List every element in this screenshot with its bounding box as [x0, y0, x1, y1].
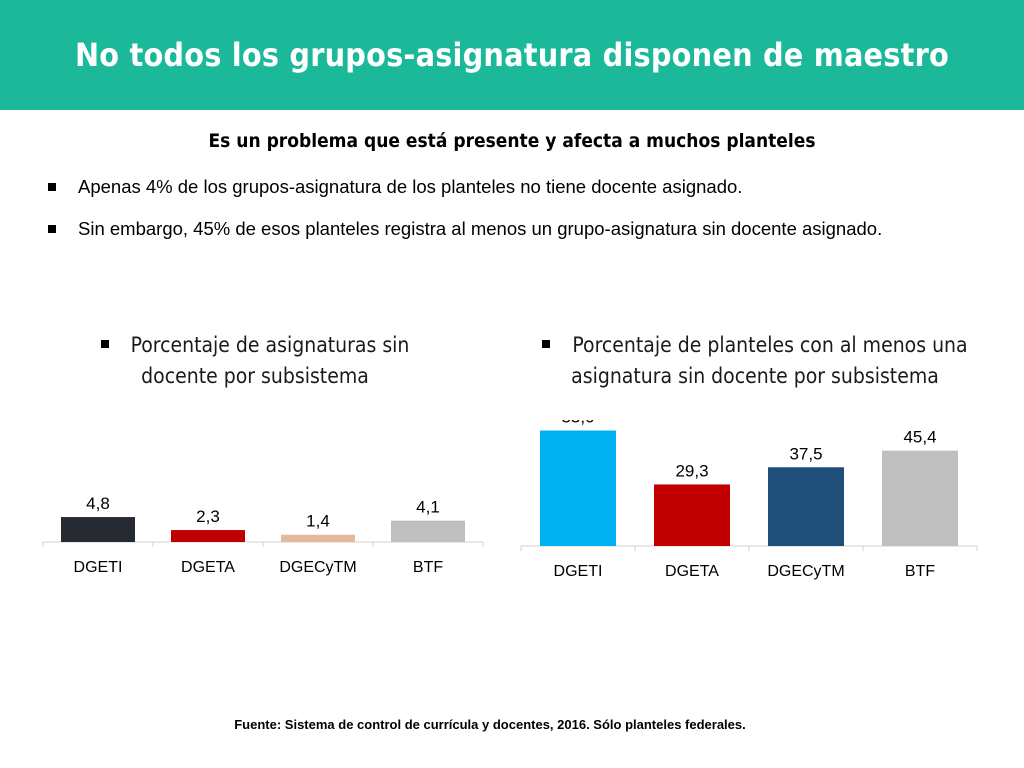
- data-label: 45,4: [903, 428, 936, 447]
- data-label: 4,8: [86, 494, 110, 513]
- category-label: BTF: [905, 563, 935, 580]
- category-label: BTF: [413, 559, 443, 576]
- category-label: DGETA: [181, 559, 235, 576]
- chart-title-text: Porcentaje de asignaturas sin docente po…: [130, 333, 410, 388]
- bar: [882, 450, 958, 546]
- chart-asignaturas: 4,8 DGETI 2,3 DGETA 1,4 DGECyTM 4,1 BTF: [42, 494, 484, 576]
- bullet-text: Sin embargo, 45% de esos planteles regis…: [78, 218, 883, 239]
- data-label: 1,4: [306, 512, 330, 531]
- category-label: DGECyTM: [279, 559, 356, 576]
- bullet-list: Apenas 4% de los grupos-asignatura de lo…: [45, 176, 1020, 260]
- bullet-square-icon: [100, 340, 109, 348]
- title-bar: No todos los grupos-asignatura disponen …: [0, 0, 1024, 110]
- bullet-square-icon: [542, 340, 551, 348]
- data-label: 2,3: [196, 507, 220, 526]
- bullet-square-icon: [48, 225, 56, 233]
- chart-title-text: Porcentaje de planteles con al menos una…: [571, 333, 968, 388]
- category-label: DGECyTM: [767, 563, 844, 580]
- page-title: No todos los grupos-asignatura disponen …: [75, 36, 949, 74]
- bullet-square-icon: [48, 183, 56, 191]
- bar: [768, 467, 844, 546]
- bullet-item: Sin embargo, 45% de esos planteles regis…: [45, 218, 1020, 260]
- category-label: DGETA: [665, 563, 719, 580]
- bullet-text: Apenas 4% de los grupos-asignatura de lo…: [78, 176, 743, 197]
- bar: [654, 484, 730, 546]
- category-label: DGETI: [74, 559, 123, 576]
- data-label: 55,0: [561, 420, 594, 427]
- category-label: DGETI: [554, 563, 603, 580]
- bar: [61, 517, 135, 542]
- subtitle: Es un problema que está presente y afect…: [208, 130, 816, 152]
- bar: [391, 520, 465, 542]
- chart-planteles: 55,0 DGETI 29,3 DGETA 37,5 DGECyTM 45,4 BTF: [520, 420, 978, 580]
- source-note: Fuente: Sistema de control de currícula …: [234, 717, 746, 732]
- data-label: 29,3: [675, 461, 708, 480]
- bullet-item: Apenas 4% de los grupos-asignatura de lo…: [45, 176, 1020, 218]
- data-label: 4,1: [416, 498, 440, 517]
- bar: [281, 534, 355, 542]
- data-label: 37,5: [789, 444, 822, 463]
- chart-title-planteles: Porcentaje de planteles con al menos una…: [540, 330, 970, 392]
- bar: [171, 530, 245, 542]
- bar: [540, 430, 616, 546]
- chart-title-asignaturas: Porcentaje de asignaturas sin docente po…: [60, 330, 450, 392]
